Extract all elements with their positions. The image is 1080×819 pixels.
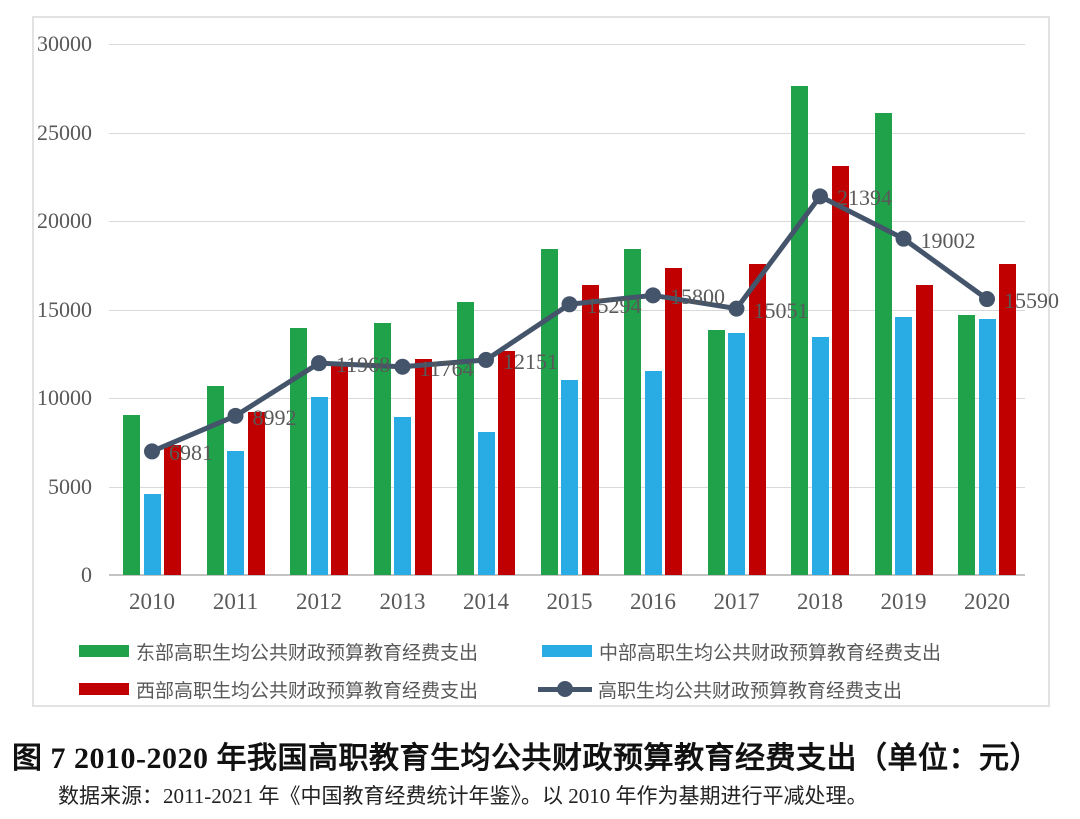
bar-west-2013 (414, 359, 432, 575)
x-tick-2016: 2016 (630, 589, 676, 614)
legend-swatch-west (79, 683, 129, 695)
bar-east-2014 (457, 302, 474, 575)
marker-2014 (478, 351, 494, 368)
legend-swatch-east (79, 645, 129, 657)
figure-caption: 图 7 2010-2020 年我国高职教育生均公共财政预算教育经费支出（单位：元… (12, 742, 1040, 775)
data-label-2010: 6981 (169, 440, 213, 466)
legend-label-west: 西部高职生均公共财政预算教育经费支出 (136, 680, 479, 702)
bar-east-2012 (290, 328, 307, 575)
legend-line-marker-icon (538, 681, 592, 697)
bar-central-2014 (477, 431, 495, 575)
y-tick-30000: 30000 (37, 31, 92, 56)
bar-west-2012 (331, 364, 348, 575)
bar-central-2019 (895, 317, 912, 575)
data-label-2019: 19002 (920, 227, 976, 253)
data-label-2016: 15800 (670, 284, 725, 310)
legend-item-west: 西部高职生均公共财政预算教育经费支出 (79, 676, 478, 702)
x-tick-2019: 2019 (880, 589, 927, 614)
data-label-2014: 12151 (503, 348, 558, 374)
bar-west-2019 (915, 284, 933, 575)
bar-central-2011 (227, 451, 244, 575)
data-label-2015: 15294 (586, 293, 642, 319)
x-tick-2018: 2018 (797, 589, 843, 614)
legend-swatch-central (542, 645, 592, 657)
data-label-2017: 15051 (753, 297, 809, 323)
marker-2012 (311, 355, 327, 372)
data-label-2013: 11764 (419, 355, 474, 381)
y-tick-10000: 10000 (37, 385, 92, 410)
bar-west-2015 (581, 284, 599, 575)
bar-west-2018 (832, 166, 849, 575)
data-label-2020: 15590 (1004, 288, 1059, 314)
figure-source-note: 数据来源：2011-2021 年《中国教育经费统计年鉴》。以 2010 年作为基… (58, 784, 868, 808)
legend-item-central: 中部高职生均公共财政预算教育经费支出 (542, 638, 941, 664)
legend-item-overall: 高职生均公共财政预算教育经费支出 (538, 676, 902, 702)
bar-east-2017 (707, 329, 725, 575)
x-tick-2013: 2013 (379, 589, 426, 614)
bar-east-2018 (791, 86, 808, 575)
marker-2011 (227, 407, 244, 424)
gridline-30000 (109, 44, 1025, 45)
x-tick-2011: 2011 (212, 589, 259, 614)
gridline-25000 (109, 132, 1025, 134)
legend-item-east: 东部高职生均公共财政预算教育经费支出 (79, 638, 478, 664)
bar-west-2016 (665, 267, 682, 575)
legend-label-central: 中部高职生均公共财政预算教育经费支出 (599, 642, 942, 664)
legend-label-overall: 高职生均公共财政预算教育经费支出 (598, 680, 903, 702)
bar-west-2010 (164, 444, 181, 575)
marker-2020 (979, 291, 995, 308)
y-tick-0: 0 (81, 562, 92, 587)
bar-central-2010 (143, 494, 161, 575)
x-tick-2020: 2020 (964, 589, 1010, 614)
marker-2019 (895, 230, 912, 247)
marker-2016 (645, 287, 661, 304)
bar-central-2012 (310, 397, 328, 575)
x-tick-2017: 2017 (713, 589, 760, 614)
bar-central-2013 (394, 417, 411, 575)
bar-central-2015 (561, 380, 578, 575)
bar-west-2011 (247, 412, 265, 575)
bar-west-2020 (999, 264, 1016, 575)
bar-east-2019 (874, 113, 892, 575)
legend-label-east: 东部高职生均公共财政预算教育经费支出 (136, 642, 479, 664)
bar-east-2015 (540, 249, 558, 575)
y-tick-15000: 15000 (37, 296, 92, 322)
y-tick-5000: 5000 (48, 473, 92, 499)
bar-central-2016 (644, 370, 662, 575)
chart-area: 6981 8992 11968 11764 12151 15294 15800 15051 21… (32, 16, 1059, 707)
marker-2010 (144, 443, 160, 460)
bar-central-2017 (728, 333, 745, 575)
x-axis-line (109, 574, 1025, 576)
bar-central-2018 (811, 336, 829, 575)
x-tick-2010: 2010 (129, 589, 175, 614)
bar-east-2011 (206, 385, 224, 575)
data-label-2018: 21394 (837, 185, 892, 211)
marker-2013 (394, 358, 411, 375)
marker-2018 (812, 188, 828, 205)
bar-east-2010 (123, 414, 140, 575)
x-tick-2014: 2014 (463, 589, 509, 614)
bar-east-2020 (958, 314, 975, 575)
x-tick-2015: 2015 (546, 589, 593, 614)
x-tick-2012: 2012 (296, 589, 342, 614)
data-label-2011: 8992 (252, 404, 297, 430)
y-tick-20000: 20000 (37, 208, 92, 233)
bar-west-2014 (498, 351, 515, 575)
bar-central-2020 (978, 319, 996, 575)
data-label-2012: 11968 (336, 352, 391, 378)
y-tick-25000: 25000 (37, 119, 92, 145)
